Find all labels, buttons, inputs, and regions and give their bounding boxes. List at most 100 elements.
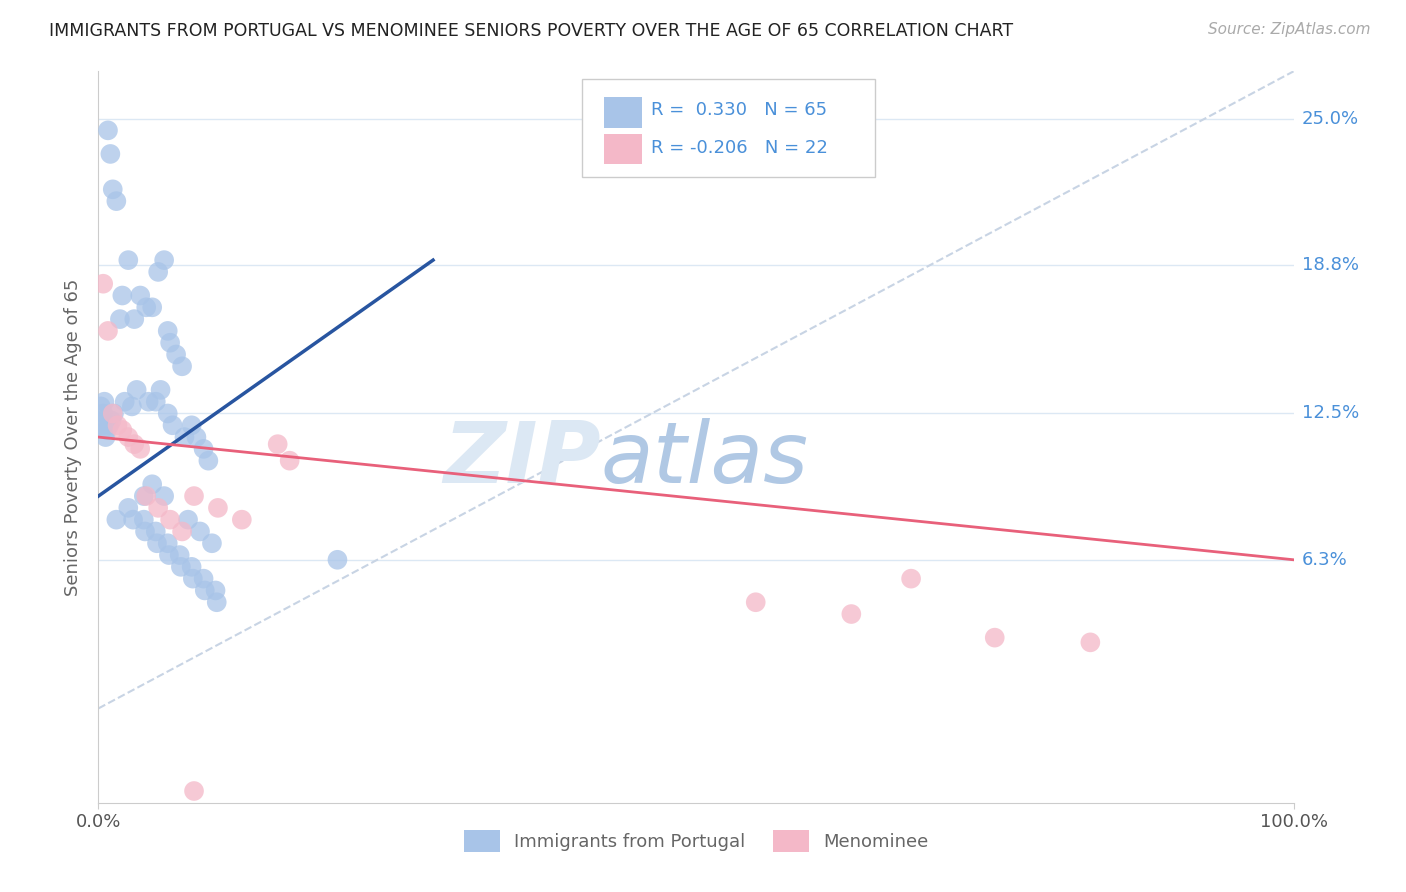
Point [132,489,155,503]
Point [100,413,122,427]
Point [183,489,205,503]
Point [124,437,146,451]
Point [159,513,181,527]
Point [745,595,768,609]
Point [117,430,139,444]
Point [170,559,193,574]
Point [177,513,200,527]
Point [132,513,155,527]
Point [231,513,253,527]
Point [156,407,179,421]
Point [267,437,290,451]
Point [101,407,124,421]
Point [138,394,160,409]
Point [149,383,172,397]
Point [135,301,157,315]
Point [90,400,112,414]
Point [180,418,202,433]
Point [165,347,187,361]
Point [93,394,115,409]
Text: 25.0%: 25.0% [1302,110,1360,128]
Point [157,548,180,562]
Point [124,312,146,326]
Point [105,513,128,527]
Point [207,500,229,515]
Point [107,418,129,433]
Point [91,418,114,433]
Point [101,182,124,196]
Point [148,500,170,515]
Point [278,453,301,467]
Point [205,595,228,609]
Point [194,583,217,598]
Point [172,359,194,374]
Point [114,394,136,409]
Point [141,477,163,491]
Point [984,631,1007,645]
Text: ZIP: ZIP [443,417,600,500]
Point [188,524,211,539]
FancyBboxPatch shape [605,134,643,164]
Text: atlas: atlas [600,417,808,500]
Point [91,413,114,427]
Point [900,572,922,586]
Point [98,418,121,433]
Point [121,400,143,414]
Point [156,536,179,550]
Text: 6.3%: 6.3% [1302,550,1347,569]
Point [145,394,167,409]
Point [156,324,179,338]
Point [125,383,148,397]
Point [135,489,157,503]
Point [129,288,152,302]
Point [103,407,125,421]
Point [186,430,208,444]
Point [180,559,202,574]
Point [111,288,134,302]
Text: 18.8%: 18.8% [1302,256,1358,274]
Point [201,536,224,550]
Point [204,583,226,598]
Point [94,430,117,444]
Text: IMMIGRANTS FROM PORTUGAL VS MENOMINEE SENIORS POVERTY OVER THE AGE OF 65 CORRELA: IMMIGRANTS FROM PORTUGAL VS MENOMINEE SE… [49,22,1014,40]
Point [117,253,139,268]
Point [193,442,215,456]
Point [122,513,145,527]
Point [141,301,163,315]
Y-axis label: Seniors Poverty Over the Age of 65: Seniors Poverty Over the Age of 65 [65,278,83,596]
Point [146,536,169,550]
Legend: Immigrants from Portugal, Menominee: Immigrants from Portugal, Menominee [457,823,935,860]
Text: R = -0.206   N = 22: R = -0.206 N = 22 [651,139,828,157]
Point [159,335,181,350]
Point [91,277,114,291]
Point [173,430,195,444]
Point [105,194,128,208]
Point [193,572,215,586]
Point [97,123,120,137]
Text: R =  0.330   N = 65: R = 0.330 N = 65 [651,101,827,120]
Point [181,572,204,586]
Point [841,607,863,621]
Point [326,553,349,567]
Point [129,442,152,456]
Text: 12.5%: 12.5% [1302,404,1360,423]
Point [96,423,118,437]
Point [148,265,170,279]
Point [98,147,122,161]
Point [1080,635,1102,649]
Point [169,548,191,562]
Point [97,324,120,338]
Point [111,423,134,437]
Point [153,253,176,268]
Point [134,524,156,539]
Point [145,524,167,539]
Point [153,489,176,503]
FancyBboxPatch shape [605,97,643,128]
Point [172,524,194,539]
Point [108,312,131,326]
Point [162,418,184,433]
Point [183,784,205,798]
Point [197,453,219,467]
Point [117,500,139,515]
Point [91,407,114,421]
